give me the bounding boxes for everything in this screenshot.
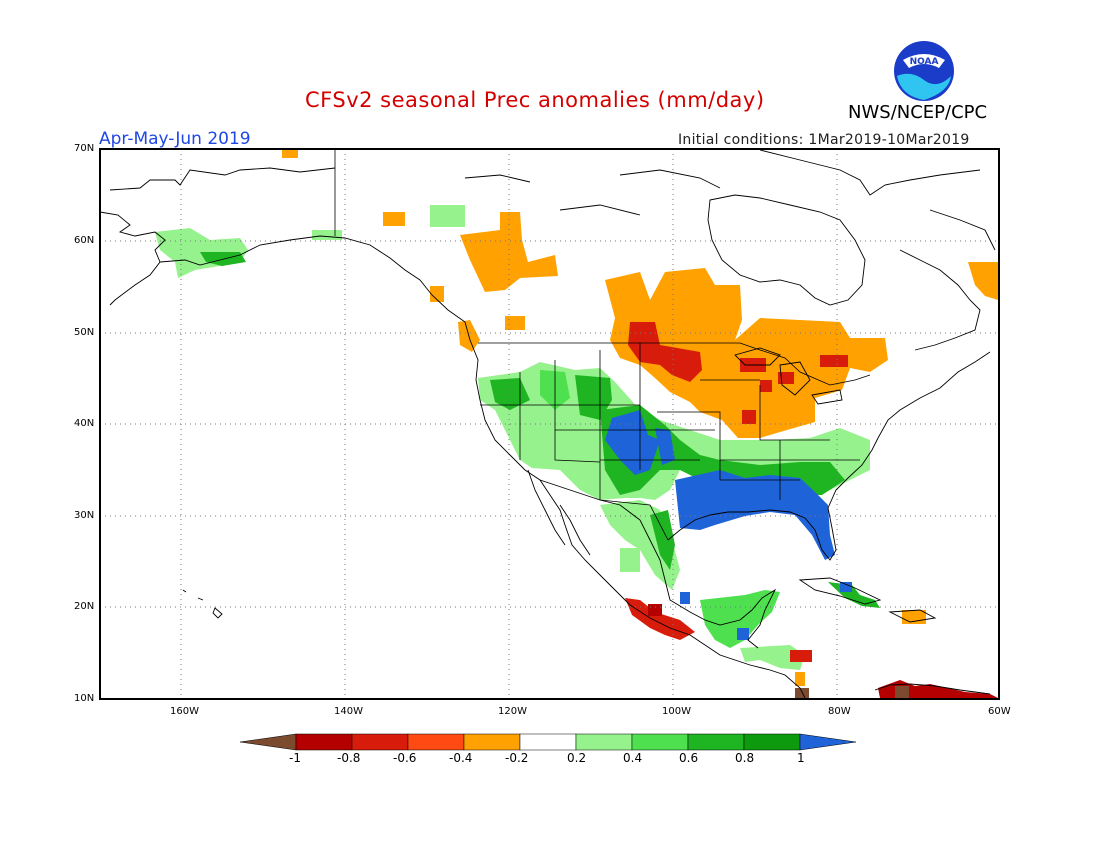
colorbar-swatch <box>407 733 465 751</box>
anomaly-shading <box>155 150 998 698</box>
lon-label-160w: 160W <box>170 706 199 717</box>
coastlines <box>99 149 996 699</box>
colorbar-swatch <box>743 733 801 751</box>
lat-label-20n: 20N <box>74 601 95 612</box>
colorbar-arrow-right <box>799 733 857 751</box>
colorbar-label-04: 0.4 <box>623 751 643 765</box>
colorbar-label-1: 1 <box>797 751 805 765</box>
lon-label-60w: 60W <box>988 706 1011 717</box>
colorbar-swatch <box>463 733 521 751</box>
noaa-logo-text: NOAA <box>910 57 939 67</box>
colorbar-label-neg06: -0.6 <box>393 751 417 765</box>
map-title: CFSv2 seasonal Prec anomalies (mm/day) <box>305 88 765 112</box>
lon-label-100w: 100W <box>662 706 691 717</box>
colorbar-swatch <box>295 733 353 751</box>
lat-label-50n: 50N <box>74 327 95 338</box>
colorbar-label-neg1: -1 <box>289 751 301 765</box>
lat-label-40n: 40N <box>74 418 95 429</box>
lon-label-140w: 140W <box>334 706 363 717</box>
colorbar-label-06: 0.6 <box>679 751 699 765</box>
lat-label-70n: 70N <box>74 143 95 154</box>
noaa-logo: NOAA <box>894 41 954 101</box>
agency-label: NWS/NCEP/CPC <box>848 102 988 123</box>
colorbar-label-neg08: -0.8 <box>337 751 361 765</box>
colorbar-label-neg04: -0.4 <box>449 751 473 765</box>
colorbar-label-02: 0.2 <box>567 751 587 765</box>
colorbar-swatch <box>575 733 633 751</box>
colorbar <box>239 733 857 751</box>
map-frame <box>99 148 1000 700</box>
season-label: Apr-May-Jun 2019 <box>99 129 251 149</box>
colorbar-label-08: 0.8 <box>735 751 755 765</box>
lat-label-60n: 60N <box>74 235 95 246</box>
colorbar-arrow-left <box>239 733 297 751</box>
colorbar-swatch <box>519 733 577 751</box>
colorbar-label-neg02: -0.2 <box>505 751 529 765</box>
initial-conditions: Initial conditions: 1Mar2019-10Mar2019 <box>678 132 970 148</box>
lon-label-80w: 80W <box>828 706 851 717</box>
colorbar-swatch <box>687 733 745 751</box>
lat-lon-grid <box>100 149 999 699</box>
colorbar-swatch <box>631 733 689 751</box>
lat-label-30n: 30N <box>74 510 95 521</box>
lat-label-10n: 10N <box>74 693 95 704</box>
political-boundaries <box>334 150 871 541</box>
colorbar-swatch <box>351 733 409 751</box>
lon-label-120w: 120W <box>498 706 527 717</box>
